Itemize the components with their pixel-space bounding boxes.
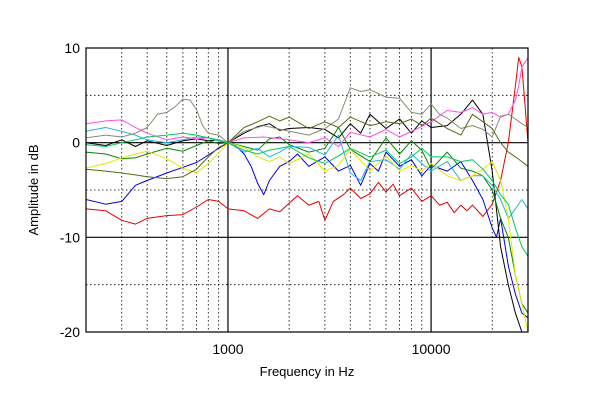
x-axis-title: Frequency in Hz <box>260 364 355 379</box>
y-axis-title: Amplitude in dB <box>26 144 41 235</box>
series-line-7 <box>86 142 528 332</box>
x-tick-label: 10000 <box>412 341 451 357</box>
y-tick-label: -10 <box>60 229 80 245</box>
y-tick-labels: 10 0 -10 -20 <box>60 40 80 340</box>
series-layer <box>86 57 528 332</box>
y-tick-label: -20 <box>60 324 80 340</box>
series-line-1 <box>86 57 528 225</box>
y-tick-label: 0 <box>72 135 80 151</box>
series-line-5 <box>86 127 528 219</box>
series-line-8 <box>86 87 528 144</box>
series-line-2 <box>86 142 528 319</box>
x-tick-labels: 1000 10000 <box>212 341 450 357</box>
series-line-6 <box>86 57 528 147</box>
series-line-9 <box>86 113 528 180</box>
y-tick-label: 10 <box>64 40 80 56</box>
x-tick-label: 1000 <box>212 341 243 357</box>
grid <box>86 48 528 332</box>
series-line-10 <box>86 132 528 257</box>
series-line-4 <box>86 127 528 314</box>
plot-frame <box>85 47 529 333</box>
